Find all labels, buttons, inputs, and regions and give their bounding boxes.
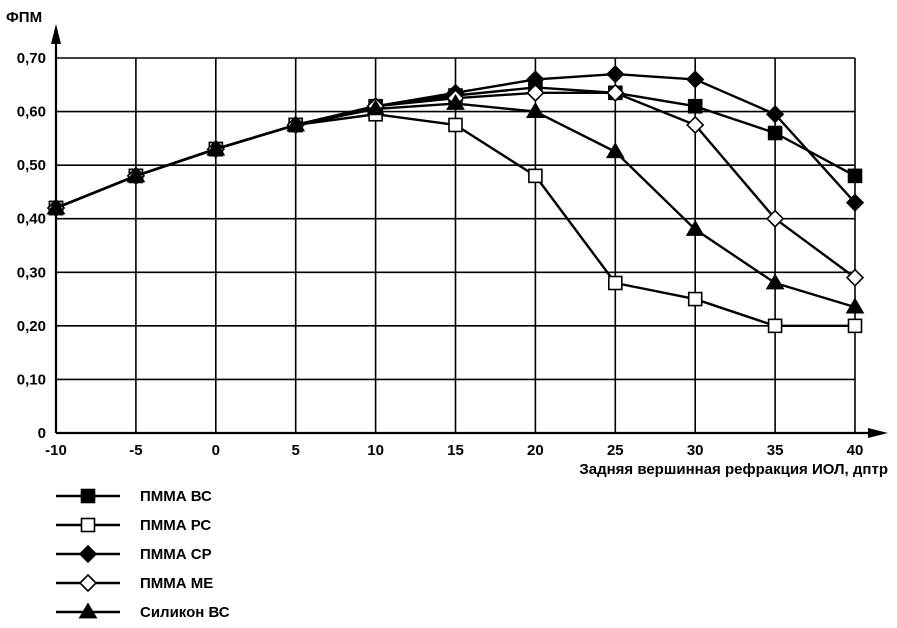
data-point: [687, 291, 703, 307]
legend: ПММА ВС ПММА РС ПММА СР ПММА МЕ Силикон ВС: [56, 488, 230, 621]
y-tick-label: 0,30: [17, 264, 46, 281]
data-point: [765, 209, 785, 228]
y-tick-label: 0,70: [17, 50, 46, 67]
data-point: [528, 168, 543, 184]
data-point: [767, 318, 783, 334]
y-tick-label: 0,40: [17, 211, 46, 228]
legend-entry: ПММА СР: [56, 544, 212, 564]
y-axis-label: ФПМ: [6, 9, 42, 26]
grid: [56, 57, 856, 433]
data-point: [687, 98, 703, 114]
series-5: [46, 93, 865, 314]
x-tick-label: 5: [292, 442, 300, 459]
data-point: [765, 273, 785, 290]
data-point: [366, 99, 385, 116]
data-point: [767, 125, 783, 141]
series-group: [46, 64, 865, 334]
x-tick-label: 40: [847, 442, 864, 459]
data-point: [845, 193, 865, 212]
legend-marker: [80, 488, 96, 504]
x-tick-label: 10: [367, 442, 384, 459]
x-tick-label: -10: [45, 442, 67, 459]
y-axis-arrow: [51, 24, 61, 44]
data-point: [686, 70, 705, 89]
x-tick-label: 15: [447, 442, 464, 459]
y-tick-label: 0: [38, 425, 46, 442]
data-point: [686, 115, 705, 135]
legend-entry: Силикон ВС: [56, 602, 230, 621]
x-tick-label: 25: [607, 442, 624, 459]
legend-entry: ПММА ВС: [56, 488, 212, 505]
legend-entry: ПММА МЕ: [56, 573, 213, 593]
data-point: [526, 101, 545, 118]
x-axis-label: Задняя вершинная рефракция ИОЛ, дптр: [579, 461, 888, 478]
data-point: [606, 64, 625, 84]
data-point: [607, 275, 623, 291]
legend-marker: [78, 602, 98, 619]
x-tick-labels: -10 -5 0 5 10 15 20 25 30 35 40: [45, 442, 863, 459]
y-tick-label: 0,60: [17, 104, 46, 121]
legend-label: Силикон ВС: [140, 604, 230, 621]
data-point: [847, 168, 863, 184]
data-point: [286, 115, 306, 132]
y-tick-label: 0,10: [17, 371, 46, 388]
data-point: [845, 268, 865, 287]
data-point: [606, 83, 625, 102]
data-point: [605, 142, 625, 159]
x-tick-label: -5: [129, 442, 142, 459]
data-point: [46, 198, 66, 215]
legend-label: ПММА СР: [140, 546, 212, 563]
legend-label: ПММА МЕ: [140, 575, 213, 592]
x-tick-label: 0: [212, 442, 220, 459]
x-axis-arrow: [868, 428, 888, 438]
data-point: [847, 318, 863, 334]
data-point: [845, 297, 865, 314]
legend-marker: [78, 573, 98, 593]
legend-marker: [80, 517, 96, 533]
y-tick-label: 0,20: [17, 318, 46, 335]
legend-label: ПММА ВС: [140, 488, 212, 505]
axes: [51, 24, 888, 438]
legend-entry: ПММА РС: [56, 517, 211, 534]
data-point: [448, 117, 463, 133]
x-tick-label: 35: [767, 442, 784, 459]
data-point: [765, 105, 785, 124]
legend-marker: [78, 544, 98, 564]
x-tick-label: 20: [527, 442, 544, 459]
data-point: [685, 219, 705, 236]
legend-label: ПММА РС: [140, 517, 211, 534]
data-point: [446, 93, 465, 110]
x-tick-label: 30: [687, 442, 704, 459]
y-tick-label: 0,50: [17, 157, 46, 174]
data-point: [526, 83, 545, 102]
data-point: [206, 139, 226, 156]
data-point: [126, 166, 146, 183]
y-tick-labels: 0 0,10 0,20 0,30 0,40 0,50 0,60 0,70: [17, 50, 46, 442]
